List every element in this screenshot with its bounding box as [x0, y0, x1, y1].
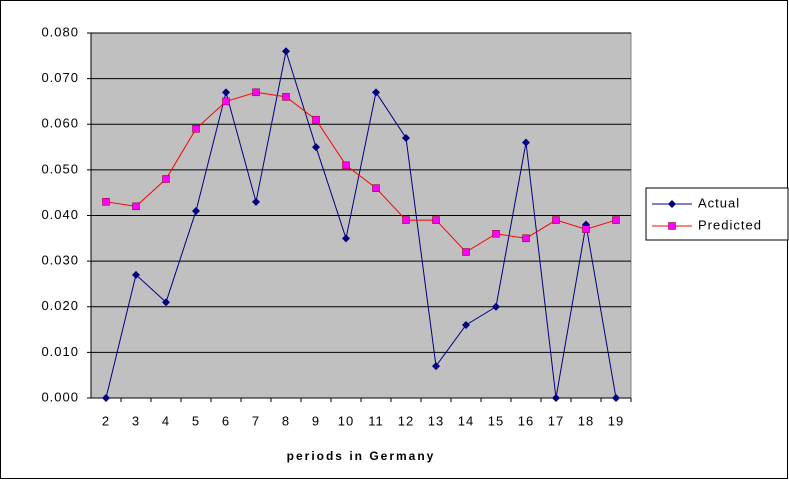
marker	[402, 133, 410, 142]
y-tick-label: 0.000	[41, 389, 79, 404]
legend-label: Predicted	[698, 217, 762, 232]
marker	[132, 270, 140, 279]
marker	[342, 161, 350, 170]
x-tick-label: 16	[518, 413, 534, 428]
marker	[162, 175, 170, 183]
marker	[492, 302, 500, 311]
y-tick-label: 0.020	[41, 298, 79, 313]
marker	[582, 225, 590, 233]
x-tick-label: 5	[192, 413, 200, 428]
y-tick-label: 0.030	[41, 253, 79, 268]
x-tick-label: 6	[222, 413, 230, 428]
marker	[552, 394, 560, 402]
x-tick-label: 3	[132, 413, 140, 428]
marker	[372, 88, 380, 97]
y-tick-label: 0.060	[41, 116, 79, 131]
legend-label: Actual	[698, 195, 740, 210]
y-tick-label: 0.050	[41, 161, 79, 176]
marker	[162, 298, 170, 307]
marker	[252, 197, 260, 206]
marker	[102, 394, 110, 402]
x-tick-label: 15	[488, 413, 504, 428]
x-tick-label: 2	[102, 413, 110, 428]
x-tick-label: 18	[578, 413, 594, 428]
x-tick-label: 4	[162, 413, 170, 428]
y-tick-label: 0.070	[41, 70, 79, 85]
y-tick-label: 0.080	[41, 24, 79, 39]
x-tick-label: 9	[312, 413, 320, 428]
marker	[252, 88, 260, 97]
marker	[432, 362, 440, 371]
marker	[192, 206, 200, 215]
x-tick-label: 10	[338, 413, 354, 428]
x-axis-title: periods in Germany	[287, 449, 436, 463]
x-tick-label: 7	[252, 413, 260, 428]
x-tick-label: 17	[548, 413, 564, 428]
marker	[668, 200, 676, 208]
marker	[372, 184, 380, 192]
marker	[612, 216, 620, 224]
marker	[402, 216, 410, 224]
marker	[522, 234, 530, 243]
marker	[312, 115, 320, 124]
y-tick-label: 0.040	[41, 207, 79, 222]
marker	[668, 222, 676, 230]
marker	[492, 230, 500, 238]
marker	[282, 93, 290, 101]
marker	[102, 198, 110, 206]
x-tick-label: 13	[428, 413, 444, 428]
marker	[192, 125, 200, 133]
x-tick-label: 11	[368, 413, 384, 428]
marker	[282, 47, 290, 56]
y-tick-label: 0.010	[41, 344, 79, 359]
marker	[432, 216, 440, 224]
x-tick-label: 8	[282, 413, 290, 428]
marker	[222, 97, 230, 106]
marker	[522, 138, 530, 147]
marker	[312, 143, 320, 152]
marker	[552, 216, 560, 224]
marker	[222, 88, 230, 97]
x-tick-label: 14	[458, 413, 474, 428]
x-tick-label: 12	[398, 413, 414, 428]
marker	[462, 321, 470, 329]
marker	[132, 202, 140, 211]
marker	[462, 248, 470, 256]
series-line	[105, 51, 617, 399]
series-line	[105, 91, 617, 253]
marker	[342, 234, 350, 243]
legend	[645, 187, 789, 241]
marker	[612, 394, 620, 402]
x-tick-label: 19	[608, 413, 624, 428]
